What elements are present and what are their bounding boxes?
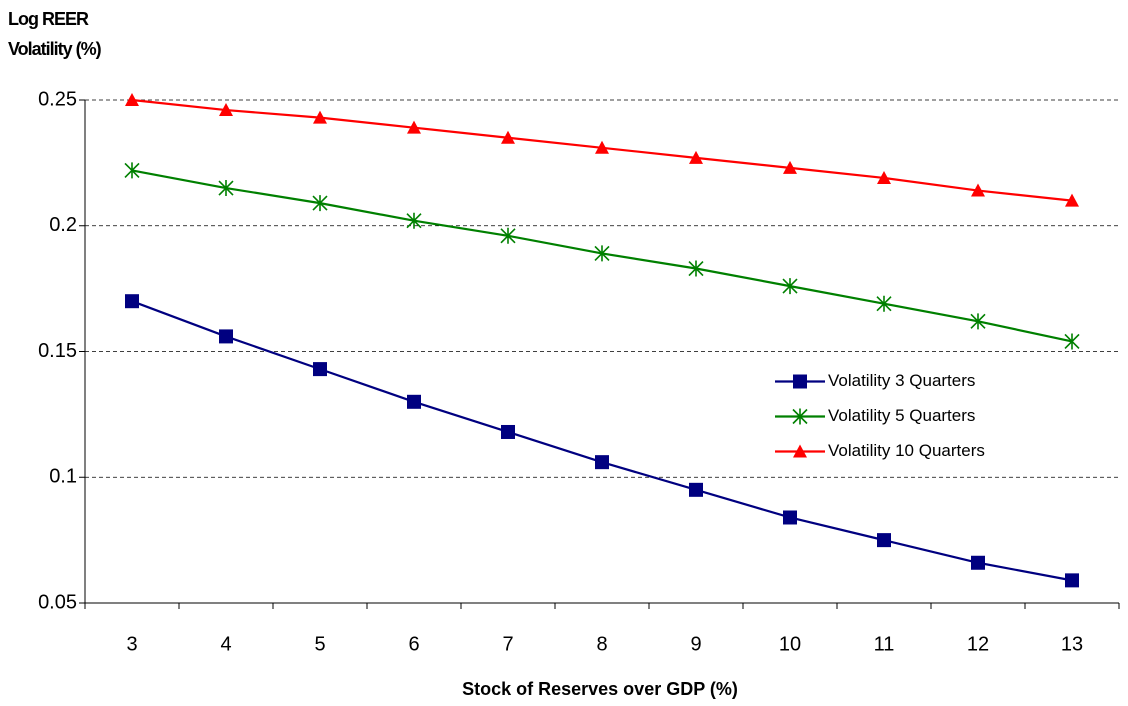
marker <box>877 533 891 548</box>
marker <box>793 444 807 458</box>
marker <box>877 170 891 184</box>
legend-label: Volatility 10 Quarters <box>828 441 985 460</box>
marker <box>312 195 328 212</box>
marker <box>1065 573 1079 588</box>
x-axis-label: Stock of Reserves over GDP (%) <box>462 679 738 699</box>
y-tick-label: 0.15 <box>38 340 77 362</box>
x-tick-label: 9 <box>690 633 701 655</box>
marker <box>971 555 985 570</box>
marker <box>219 103 233 117</box>
marker <box>970 313 986 330</box>
legend-label: Volatility 3 Quarters <box>828 371 975 390</box>
marker <box>407 394 421 409</box>
marker <box>1064 333 1080 350</box>
marker <box>792 408 808 425</box>
y-tick-label: 0.05 <box>38 591 77 613</box>
y-tick-label: 0.25 <box>38 88 77 110</box>
marker <box>218 180 234 197</box>
y-tick-label: 0.1 <box>49 466 77 488</box>
marker <box>783 510 797 525</box>
marker <box>500 227 516 244</box>
marker <box>1065 193 1079 207</box>
x-tick-label: 3 <box>126 633 137 655</box>
x-tick-label: 12 <box>967 633 989 655</box>
x-tick-label: 8 <box>596 633 607 655</box>
marker <box>876 295 892 312</box>
marker <box>689 482 703 497</box>
x-tick-label: 11 <box>874 633 895 655</box>
marker <box>595 455 609 470</box>
marker <box>689 150 703 164</box>
marker <box>406 212 422 229</box>
marker <box>219 329 233 344</box>
marker <box>501 130 515 144</box>
marker <box>594 245 610 262</box>
marker <box>782 278 798 295</box>
x-tick-label: 13 <box>1061 633 1083 655</box>
x-tick-label: 7 <box>502 633 513 655</box>
legend-label: Volatility 5 Quarters <box>828 406 975 425</box>
x-tick-label: 4 <box>220 633 231 655</box>
marker <box>313 362 327 377</box>
y-tick-label: 0.2 <box>49 214 77 236</box>
y-axis-label: Log REER Volatility (%) <box>8 9 102 59</box>
marker <box>783 160 797 174</box>
marker <box>124 162 140 179</box>
marker <box>313 110 327 124</box>
marker <box>407 120 421 134</box>
marker <box>501 424 515 439</box>
marker <box>688 260 704 277</box>
marker <box>971 183 985 197</box>
marker <box>793 374 807 389</box>
marker <box>125 93 139 106</box>
x-tick-label: 10 <box>779 633 801 655</box>
x-tick-label: 6 <box>408 633 419 655</box>
marker <box>125 294 139 309</box>
marker <box>595 140 609 154</box>
x-tick-label: 5 <box>314 633 325 655</box>
